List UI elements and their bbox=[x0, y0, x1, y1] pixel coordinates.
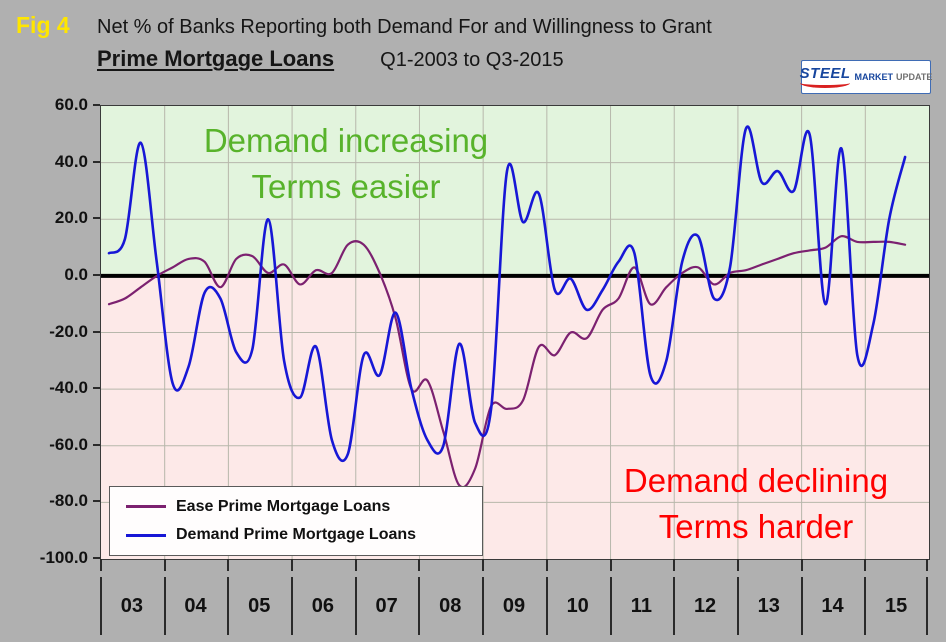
x-axis-separator bbox=[800, 577, 803, 635]
x-axis-separator bbox=[354, 577, 357, 635]
x-axis-separator bbox=[864, 577, 867, 635]
y-axis-label: 60.0 bbox=[54, 95, 88, 114]
x-axis-label: 13 bbox=[757, 595, 780, 617]
x-axis-separator bbox=[100, 577, 102, 635]
x-axis-tick bbox=[100, 559, 102, 571]
annotation-lower-line2: Terms harder bbox=[658, 508, 854, 545]
legend-label-demand: Demand Prime Mortgage Loans bbox=[176, 526, 417, 544]
y-axis-label: -80.0 bbox=[49, 491, 88, 511]
x-axis-tick bbox=[736, 559, 739, 571]
x-axis-tick bbox=[163, 559, 166, 571]
annotation-lower-line1: Demand declining bbox=[623, 462, 889, 499]
x-axis-label: 06 bbox=[311, 595, 335, 617]
x-axis-label: 09 bbox=[502, 595, 526, 617]
figure-number: Fig 4 bbox=[16, 12, 70, 38]
y-axis-label: 0.0 bbox=[64, 264, 88, 284]
chart-title-range: Q1-2003 to Q3-2015 bbox=[380, 49, 564, 71]
x-axis-separator bbox=[418, 577, 421, 635]
legend-item-demand: Demand Prime Mortgage Loans bbox=[126, 526, 482, 544]
logo-steel-text: STEEL bbox=[799, 64, 851, 82]
legend-swatch-ease bbox=[126, 505, 166, 509]
x-axis-label: 10 bbox=[566, 595, 589, 617]
y-axis-tick bbox=[93, 273, 100, 276]
x-axis-tick bbox=[418, 559, 421, 571]
y-axis-label: -60.0 bbox=[49, 434, 88, 454]
x-axis-separator bbox=[609, 577, 612, 635]
x-axis-ticks bbox=[100, 559, 928, 571]
logo-update-text: UPDATE bbox=[896, 72, 933, 82]
x-axis-tick bbox=[609, 559, 612, 571]
y-axis-tick bbox=[93, 500, 100, 503]
y-axis-label: 40.0 bbox=[54, 151, 88, 171]
x-axis-separator bbox=[926, 577, 928, 635]
annotation-demand-increasing: Demand increasing Terms easier bbox=[126, 118, 566, 210]
y-axis-label: 20.0 bbox=[54, 208, 88, 228]
x-axis-tick bbox=[291, 559, 294, 571]
y-axis-label: -100.0 bbox=[39, 548, 88, 567]
chart-title-subject: Prime Mortgage Loans bbox=[97, 46, 335, 71]
x-axis-label: 08 bbox=[439, 595, 462, 617]
x-axis-tick bbox=[673, 559, 676, 571]
legend-item-ease: Ease Prime Mortgage Loans bbox=[126, 498, 482, 516]
series-line-ease bbox=[107, 235, 907, 489]
x-axis-separator bbox=[163, 577, 166, 635]
x-axis-label: 15 bbox=[885, 595, 908, 617]
x-axis-tick bbox=[926, 559, 928, 571]
chart-title-line2: Prime Mortgage Loans Q1-2003 to Q3-2015 bbox=[97, 46, 564, 72]
plot-area: Demand increasing Terms easier Demand de… bbox=[100, 105, 930, 560]
x-axis-tick bbox=[864, 559, 867, 571]
annotation-upper-line2: Terms easier bbox=[251, 168, 441, 205]
y-axis-tick bbox=[93, 160, 100, 163]
y-axis-tick bbox=[93, 387, 100, 390]
logo-steel-wordmark: STEEL bbox=[799, 64, 851, 88]
x-axis-tick bbox=[354, 559, 357, 571]
y-axis-tick bbox=[93, 330, 100, 333]
series-line-demand bbox=[107, 125, 907, 462]
annotation-demand-declining: Demand declining Terms harder bbox=[541, 458, 946, 550]
y-axis-tick bbox=[93, 217, 100, 220]
x-axis-label: 14 bbox=[821, 595, 844, 617]
x-axis-separator bbox=[673, 577, 676, 635]
y-axis-tick bbox=[93, 557, 100, 559]
chart-title-line1: Net % of Banks Reporting both Demand For… bbox=[97, 16, 712, 38]
logo-red-swoosh-icon bbox=[800, 80, 851, 88]
annotation-upper-line1: Demand increasing bbox=[203, 122, 489, 159]
x-axis-tick bbox=[482, 559, 485, 571]
y-axis-ticks bbox=[93, 104, 100, 559]
x-axis-label: 12 bbox=[693, 595, 717, 617]
steel-market-update-logo: STEEL MARKET UPDATE bbox=[799, 60, 933, 94]
x-axis-label: 11 bbox=[630, 595, 652, 617]
y-axis-tick bbox=[93, 443, 100, 446]
x-axis-labels: 03 04 05 06 07 08 09 10 11 12 13 14 15 bbox=[100, 577, 928, 635]
x-axis-label: 03 bbox=[120, 595, 143, 617]
legend: Ease Prime Mortgage Loans Demand Prime M… bbox=[109, 486, 483, 556]
legend-label-ease: Ease Prime Mortgage Loans bbox=[176, 497, 391, 515]
x-axis-separator bbox=[227, 577, 230, 635]
x-axis-separator bbox=[291, 577, 294, 635]
legend-swatch-demand bbox=[126, 533, 166, 537]
x-axis-label: 05 bbox=[248, 595, 271, 617]
x-axis-label: 07 bbox=[375, 595, 398, 617]
y-axis-label: -20.0 bbox=[49, 321, 88, 341]
x-axis-label: 04 bbox=[184, 595, 207, 617]
logo-market-text: MARKET bbox=[854, 72, 894, 82]
x-axis-tick bbox=[545, 559, 548, 571]
x-axis-tick bbox=[800, 559, 803, 571]
y-axis-tick bbox=[93, 104, 100, 106]
y-axis-label: -40.0 bbox=[49, 378, 88, 398]
x-axis-tick bbox=[227, 559, 230, 571]
x-axis-separator bbox=[482, 577, 485, 635]
x-axis-separator bbox=[736, 577, 739, 635]
y-axis-labels: 60.0 40.0 20.0 0.0 -20.0 -40.0 -60.0 -80.0 -100.… bbox=[0, 95, 88, 567]
x-axis-separator bbox=[545, 577, 548, 635]
